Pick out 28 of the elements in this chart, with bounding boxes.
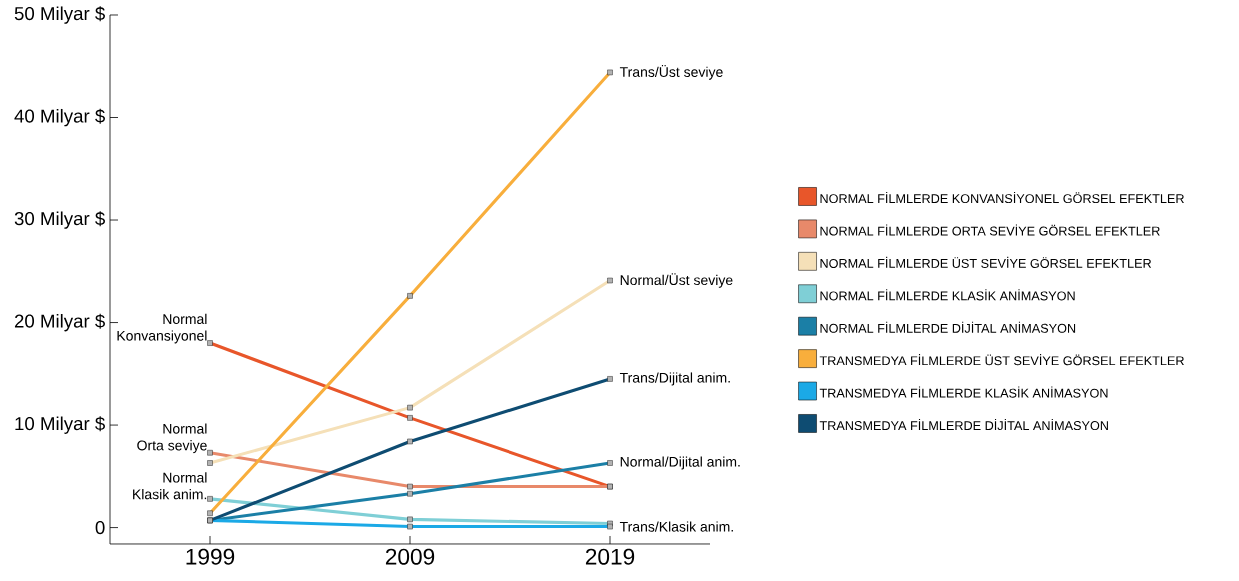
annotation: Trans/Dijital anim. xyxy=(619,372,730,386)
y-tick-label: 40 Milyar $ xyxy=(14,108,105,127)
annotation: Orta seviye xyxy=(137,440,207,454)
legend-label: NORMAL FİLMLERDE DİJİTAL ANİMASYON xyxy=(820,321,1076,333)
annotation: Konvansiyonel xyxy=(117,330,207,344)
legend-label: NORMAL FİLMLERDE ÜST SEVİYE GÖRSEL EFEKTLER xyxy=(820,256,1152,268)
legend-label: TRANSMEDYA FİLMLERDE ÜST SEVİYE GÖRSEL EFEKTLER xyxy=(819,354,1184,366)
x-tick-label: 2019 xyxy=(585,548,635,565)
annotation: Normal xyxy=(163,313,207,325)
annotation: Trans/Klasik anim. xyxy=(619,521,733,532)
annotation: Trans/Üst seviye xyxy=(619,65,723,80)
y-tick-label: 10 Milyar $ xyxy=(15,416,105,434)
legend-label: NORMAL FİLMLERDE ORTA SEVİYE GÖRSEL EFEKTLER xyxy=(820,224,1160,236)
y-tick-label: 0 xyxy=(95,520,105,535)
annotation: Normal xyxy=(163,423,207,434)
legend-label: TRANSMEDYA FİLMLERDE DİJİTAL ANİMASYON xyxy=(819,418,1108,431)
annotation: Normal/Dijital anim. xyxy=(620,456,740,470)
annotation: Normal/Üst seviye xyxy=(620,273,733,288)
x-tick-label: 2009 xyxy=(385,548,435,565)
x-tick-label: 1999 xyxy=(186,548,235,565)
annotation: Normal xyxy=(163,472,207,483)
y-tick-label: 50 Milyar $ xyxy=(14,6,105,24)
legend-label: TRANSMEDYA FİLMLERDE KLASİK ANİMASYON xyxy=(819,386,1108,398)
y-tick-label: 30 Milyar $ xyxy=(14,211,105,229)
y-tick-label: 20 Milyar $ xyxy=(14,313,105,332)
legend-label: NORMAL FİLMLERDE KLASİK ANİMASYON xyxy=(820,289,1075,301)
legend-label: NORMAL FİLMLERDE KONVANSİYONEL GÖRSEL EFEKTLER xyxy=(820,191,1184,204)
annotation: Klasik anim. xyxy=(133,489,207,500)
